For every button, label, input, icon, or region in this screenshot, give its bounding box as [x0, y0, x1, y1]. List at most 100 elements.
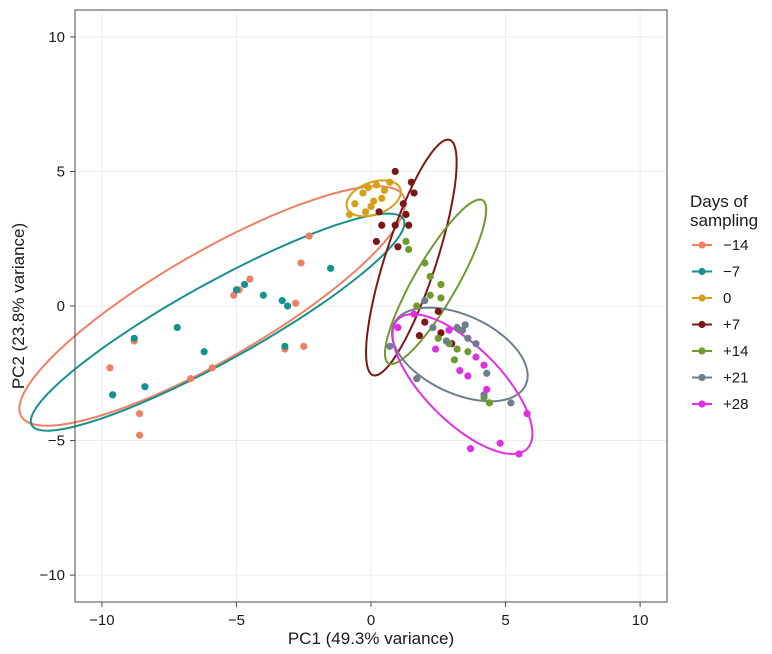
point-−7	[327, 264, 335, 272]
y-tick-label: 0	[57, 298, 65, 315]
point-−7	[278, 297, 286, 305]
legend-key-dot	[698, 347, 706, 355]
legend-title-line-2: sampling	[690, 211, 758, 230]
point-+28	[466, 445, 475, 453]
legend-label: +7	[723, 317, 740, 334]
x-axis-title: PC1 (49.3% variance)	[288, 629, 454, 648]
point-−14	[106, 364, 114, 372]
point-+28	[496, 439, 504, 447]
point-+21	[483, 369, 491, 377]
y-tick-label: −10	[40, 567, 65, 584]
point-0	[351, 200, 359, 208]
ellipse-0	[345, 179, 402, 218]
point-+14	[453, 345, 461, 353]
point-−7	[259, 291, 267, 299]
point-+7	[434, 307, 442, 315]
point-+14	[426, 291, 434, 299]
point-+7	[402, 210, 410, 219]
point-−14	[135, 410, 144, 418]
point-−14	[297, 259, 305, 267]
point-0	[372, 181, 380, 189]
data-points	[106, 167, 531, 458]
point-−7	[240, 280, 249, 289]
x-tick-label: −5	[228, 612, 245, 629]
legend-key-dot	[698, 294, 706, 302]
confidence-ellipses	[18, 138, 534, 455]
point-+28	[483, 385, 491, 394]
y-tick-label: −5	[48, 433, 65, 450]
point-+21	[421, 297, 429, 305]
legend-label: +28	[723, 396, 748, 413]
legend-key-dot	[698, 267, 706, 276]
point-−14	[187, 375, 195, 383]
point-+7	[375, 208, 383, 216]
point-−14	[300, 342, 308, 350]
legend-label: −14	[723, 237, 748, 254]
legend: Days of sampling −14 −7 0 +7 +14 +21 +28	[690, 192, 758, 413]
legend-item: +21	[692, 370, 748, 387]
legend-item: +28	[692, 396, 748, 413]
point-+7	[394, 243, 402, 251]
ellipse-−7	[29, 212, 406, 432]
point-+7	[437, 329, 445, 337]
point-+21	[507, 399, 515, 407]
point-+28	[472, 353, 480, 361]
legend-items: −14 −7 0 +7 +14 +21 +28	[692, 237, 748, 413]
y-tick-label: 10	[48, 29, 65, 46]
point-−14	[246, 275, 254, 283]
point-0	[380, 186, 389, 194]
legend-item: +14	[692, 343, 748, 360]
legend-key-dot	[698, 241, 706, 249]
point-+21	[386, 342, 394, 350]
point-+21	[413, 375, 421, 383]
x-tick-label: 10	[632, 612, 649, 629]
point-+7	[405, 221, 413, 229]
legend-item: 0	[692, 290, 731, 307]
point-+21	[480, 391, 488, 399]
point-+28	[431, 345, 440, 353]
point-0	[364, 184, 372, 192]
legend-item: −7	[692, 264, 740, 281]
point-−7	[200, 348, 208, 356]
point-−7	[141, 383, 149, 391]
point-+21	[461, 321, 469, 329]
legend-item: +7	[692, 317, 740, 334]
point-+7	[407, 178, 415, 186]
legend-label: −7	[723, 264, 740, 281]
point-−7	[130, 334, 138, 342]
y-tick-label: 5	[57, 163, 65, 180]
x-tick-label: 5	[501, 612, 509, 629]
point-+28	[445, 326, 453, 334]
point-−7	[173, 323, 181, 332]
point-0	[386, 178, 394, 186]
ellipse-+28	[391, 313, 534, 455]
point-+14	[450, 356, 459, 364]
point-0	[345, 210, 354, 219]
legend-key-dot	[698, 400, 706, 408]
y-axis-title: PC2 (23.8% variance)	[9, 223, 28, 389]
point-+14	[405, 245, 413, 254]
point-−14	[305, 232, 313, 240]
point-+14	[434, 334, 442, 342]
legend-label: 0	[723, 290, 731, 307]
point-+7	[399, 200, 407, 208]
point-0	[370, 197, 378, 205]
point-−14	[230, 291, 238, 299]
point-+7	[391, 221, 399, 229]
point-−7	[232, 286, 241, 294]
point-−7	[109, 391, 117, 399]
point-+7	[378, 221, 386, 229]
point-0	[378, 194, 386, 202]
x-tick-label: −10	[89, 612, 114, 629]
point-+14	[402, 237, 410, 246]
legend-label: +14	[723, 343, 748, 360]
point-+14	[437, 294, 445, 302]
point-+14	[464, 348, 472, 356]
point-+14	[437, 280, 445, 289]
point-+7	[372, 237, 380, 246]
legend-key-dot	[698, 373, 706, 382]
point-+21	[429, 323, 437, 332]
point-0	[362, 208, 370, 216]
